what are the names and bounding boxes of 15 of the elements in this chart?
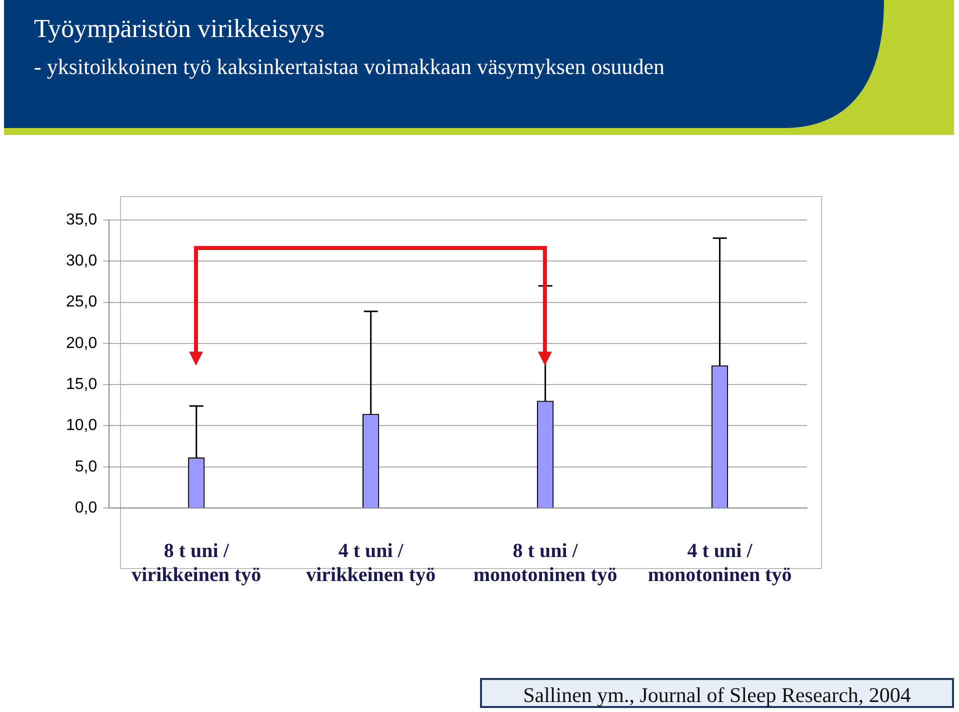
y-tick-label: 5,0 xyxy=(74,458,98,476)
y-tick-label: 35,0 xyxy=(66,211,98,228)
chart-subtitle: - yksitoikkoinen työ kaksinkertaistaa voimakkaan väsymyksen osuuden xyxy=(34,54,665,80)
y-tick-label: 10,0 xyxy=(66,417,98,434)
y-tick-label: 0,0 xyxy=(74,499,98,516)
x-tick-label: 4 t uni / virikkeinen työ xyxy=(306,540,436,586)
x-tick-label: 8 t uni / monotoninen työ xyxy=(473,540,618,586)
y-tick-label: 30,0 xyxy=(66,252,98,270)
x-tick-label: 4 t uni / monotoninen työ xyxy=(648,540,792,586)
chart-title: Työympäristön virikkeisyys xyxy=(34,14,325,44)
y-tick-label: 25,0 xyxy=(66,294,98,311)
x-tick-label: 8 t uni / virikkeinen työ xyxy=(132,540,262,586)
y-tick-label: 20,0 xyxy=(66,334,98,352)
text: Sallinen ym., Journal of Sleep Research, 2004 xyxy=(480,678,954,708)
y-tick-label: 15,0 xyxy=(66,376,98,393)
